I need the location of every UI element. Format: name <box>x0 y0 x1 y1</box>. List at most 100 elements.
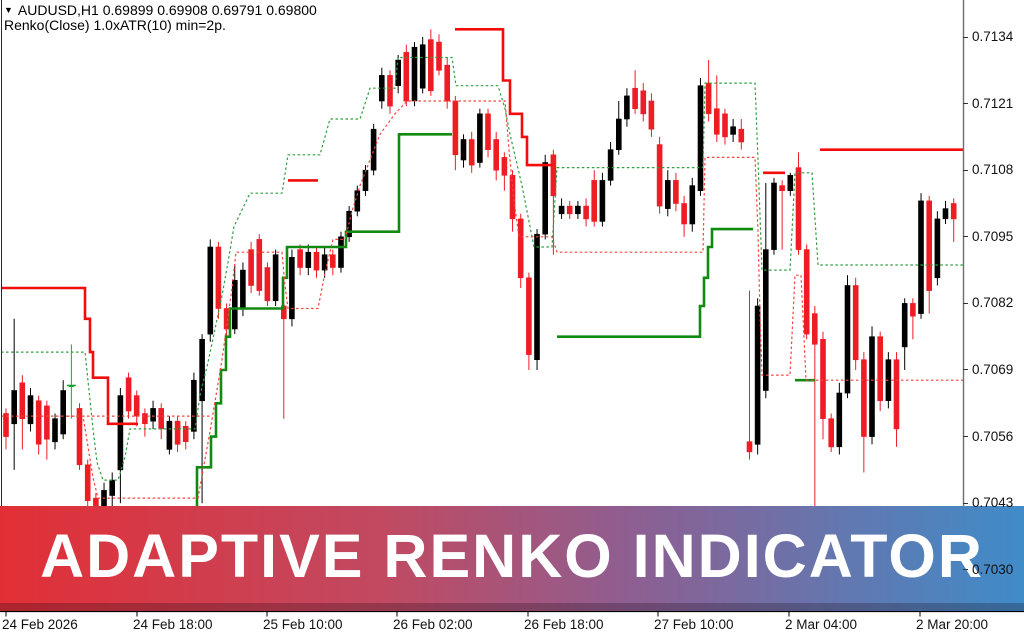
candle-body <box>166 420 173 450</box>
candle-body <box>803 249 810 335</box>
candle-body <box>468 139 475 166</box>
price-axis-label: 0.7069 <box>972 361 1014 377</box>
price-axis-label: 0.7095 <box>972 228 1014 244</box>
candle-body <box>820 338 826 419</box>
time-axis-label: 25 Feb 10:00 <box>263 617 343 632</box>
candle-body <box>305 251 312 268</box>
candle-body <box>779 185 785 192</box>
candle-body <box>240 269 246 309</box>
candle-body <box>852 285 859 361</box>
candle-body <box>289 256 295 320</box>
candle-body <box>861 359 867 437</box>
candle-body <box>542 162 549 235</box>
candle-body <box>632 87 638 109</box>
candle-body <box>942 208 949 220</box>
candle-body <box>150 408 156 422</box>
candle-body <box>191 379 197 432</box>
candle-body <box>436 41 442 71</box>
candle-body <box>11 390 17 425</box>
candle-body <box>477 113 483 163</box>
candle-body <box>795 167 802 250</box>
price-tick <box>963 502 968 504</box>
candle-body <box>566 205 573 215</box>
candle-body <box>591 180 598 222</box>
candle-body <box>35 400 42 445</box>
candle-body <box>738 128 745 143</box>
candle-body <box>648 100 655 130</box>
candle-body <box>901 303 908 348</box>
price-tick <box>963 369 968 371</box>
candle-body <box>133 395 140 417</box>
candle-body <box>771 182 777 250</box>
candle-body <box>599 180 606 222</box>
price-axis-label: 0.7082 <box>972 295 1014 311</box>
promo-banner: ADAPTIVE RENKO INDICATOR <box>0 506 1024 611</box>
candle-body <box>256 239 263 291</box>
candle-body <box>615 118 622 151</box>
candle-body <box>272 254 279 302</box>
candle-body <box>264 267 271 302</box>
price-tick <box>963 569 968 571</box>
candle-body <box>811 313 818 345</box>
chart-header: ▼ AUDUSD,H1 0.69899 0.69908 0.69791 0.69… <box>4 3 317 33</box>
candle-body <box>117 395 124 471</box>
price-axis-label: 0.7056 <box>972 428 1014 444</box>
candle-body <box>607 149 614 181</box>
price-axis-label: 0.7030 <box>972 561 1014 577</box>
candle-body <box>624 95 630 120</box>
candle-body <box>329 254 336 268</box>
candle-body <box>673 180 679 204</box>
candle-body <box>452 100 459 156</box>
candle-body <box>354 190 361 212</box>
time-axis[interactable]: 24 Feb 2026 24 Feb 18:00 25 Feb 10:00 26 Fe… <box>0 613 1024 640</box>
time-axis-label: 24 Feb 2026 <box>2 617 78 632</box>
candle-body <box>918 200 924 314</box>
candle-body <box>558 205 565 215</box>
candle-body <box>640 90 647 115</box>
price-axis-label: 0.7134 <box>972 29 1014 44</box>
time-axis-label: 2 Mar 20:00 <box>916 617 989 632</box>
candle-body <box>509 175 516 220</box>
candle-body <box>485 113 491 151</box>
candle-body <box>44 405 50 440</box>
candle-body <box>411 46 418 102</box>
price-tick <box>963 103 968 105</box>
candle-body <box>550 154 557 197</box>
candle-body <box>950 203 957 220</box>
candle-body <box>27 395 34 425</box>
candle-body <box>248 249 254 286</box>
candle-body <box>223 308 230 330</box>
candle-body <box>313 251 320 271</box>
price-axis-label: 0.7043 <box>972 495 1014 511</box>
candle-body <box>730 126 736 135</box>
price-tick <box>963 302 968 304</box>
candle-body <box>910 303 916 317</box>
candle-body <box>534 233 540 360</box>
time-axis-label: 2 Mar 04:00 <box>785 617 858 632</box>
candle-body <box>689 185 696 225</box>
price-axis-label: 0.7121 <box>972 95 1014 111</box>
candle-body <box>387 75 393 107</box>
candle-body <box>681 203 687 225</box>
candle-body <box>828 418 835 448</box>
renko-down-line-3 <box>455 27 553 167</box>
chart-dropdown-icon[interactable]: ▼ <box>4 5 13 15</box>
indicator-label: Renko(Close) 1.0xATR(10) min=2p. <box>4 17 226 33</box>
candle-body <box>722 113 728 138</box>
candle-body <box>517 218 524 279</box>
candle-body <box>583 205 589 220</box>
candle-body <box>403 52 410 102</box>
candle-body <box>215 246 222 309</box>
candle-body <box>934 218 941 279</box>
candle-body <box>697 85 704 191</box>
candle-body <box>893 359 900 430</box>
price-axis[interactable]: 0.7134 0.7121 0.7108 0.7095 0.7082 0.7069 0.70… <box>963 0 1024 612</box>
candle-body <box>60 390 67 435</box>
renko-up-line-2 <box>557 227 753 339</box>
time-axis-label: 24 Feb 18:00 <box>133 617 213 632</box>
candle-body <box>444 64 451 102</box>
candle-body <box>297 249 303 268</box>
candle-body <box>713 108 720 135</box>
